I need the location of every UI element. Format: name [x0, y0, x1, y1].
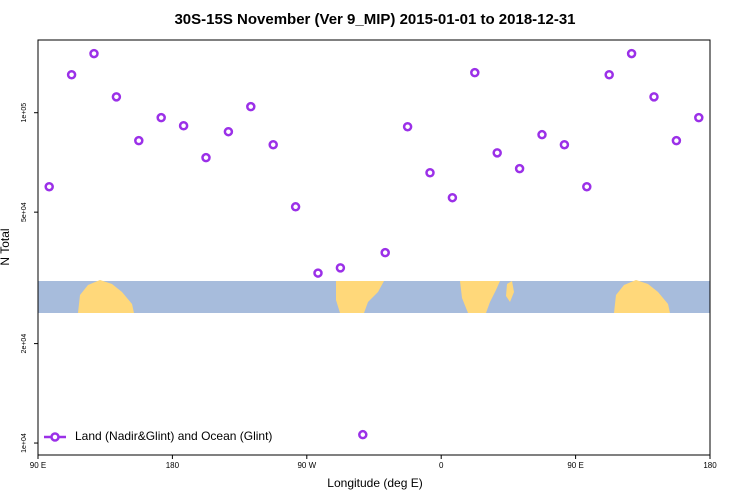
point	[66, 69, 77, 80]
point	[694, 112, 704, 123]
point	[537, 129, 547, 140]
point	[246, 101, 256, 112]
legend-marker	[50, 432, 60, 442]
x-tick-label: 90 E	[567, 461, 583, 470]
point	[582, 181, 592, 192]
point	[559, 139, 570, 150]
x-tick-label: 90 E	[30, 461, 46, 470]
point	[89, 48, 99, 59]
point	[134, 135, 144, 146]
point	[178, 121, 189, 131]
point	[447, 192, 458, 203]
point	[626, 48, 637, 59]
plot-frame	[37, 39, 711, 456]
y-tick-label: 5e+04	[21, 202, 28, 222]
point	[201, 152, 211, 163]
point	[492, 148, 502, 158]
point	[604, 69, 614, 80]
point	[223, 126, 234, 137]
y-tick-label: 1e+05	[21, 103, 28, 123]
map-strip	[38, 280, 710, 313]
point	[671, 135, 682, 146]
y-axis-label: N Total	[0, 228, 12, 265]
x-axis-label: Longitude (deg E)	[327, 476, 422, 490]
point	[425, 168, 435, 178]
point	[514, 163, 525, 174]
point	[649, 92, 659, 102]
point	[335, 263, 346, 273]
point	[268, 139, 278, 150]
point	[44, 181, 54, 192]
point	[111, 92, 122, 102]
point	[290, 202, 301, 212]
legend-label: Land (Nadir&Glint) and Ocean (Glint)	[75, 429, 272, 443]
y-tick-label: 1e+04	[21, 433, 28, 453]
x-tick-label: 180	[703, 461, 717, 470]
point	[313, 268, 323, 278]
x-tick-label: 90 W	[297, 461, 316, 470]
y-tick-label: 2e+04	[21, 334, 28, 354]
point	[358, 429, 368, 440]
point	[470, 67, 480, 78]
point	[156, 112, 166, 123]
point	[402, 121, 413, 132]
chart-title: 30S-15S November (Ver 9_MIP) 2015-01-01 …	[174, 11, 575, 28]
x-tick-label: 180	[166, 461, 180, 470]
x-tick-label: 0	[439, 461, 444, 470]
point	[380, 247, 390, 258]
